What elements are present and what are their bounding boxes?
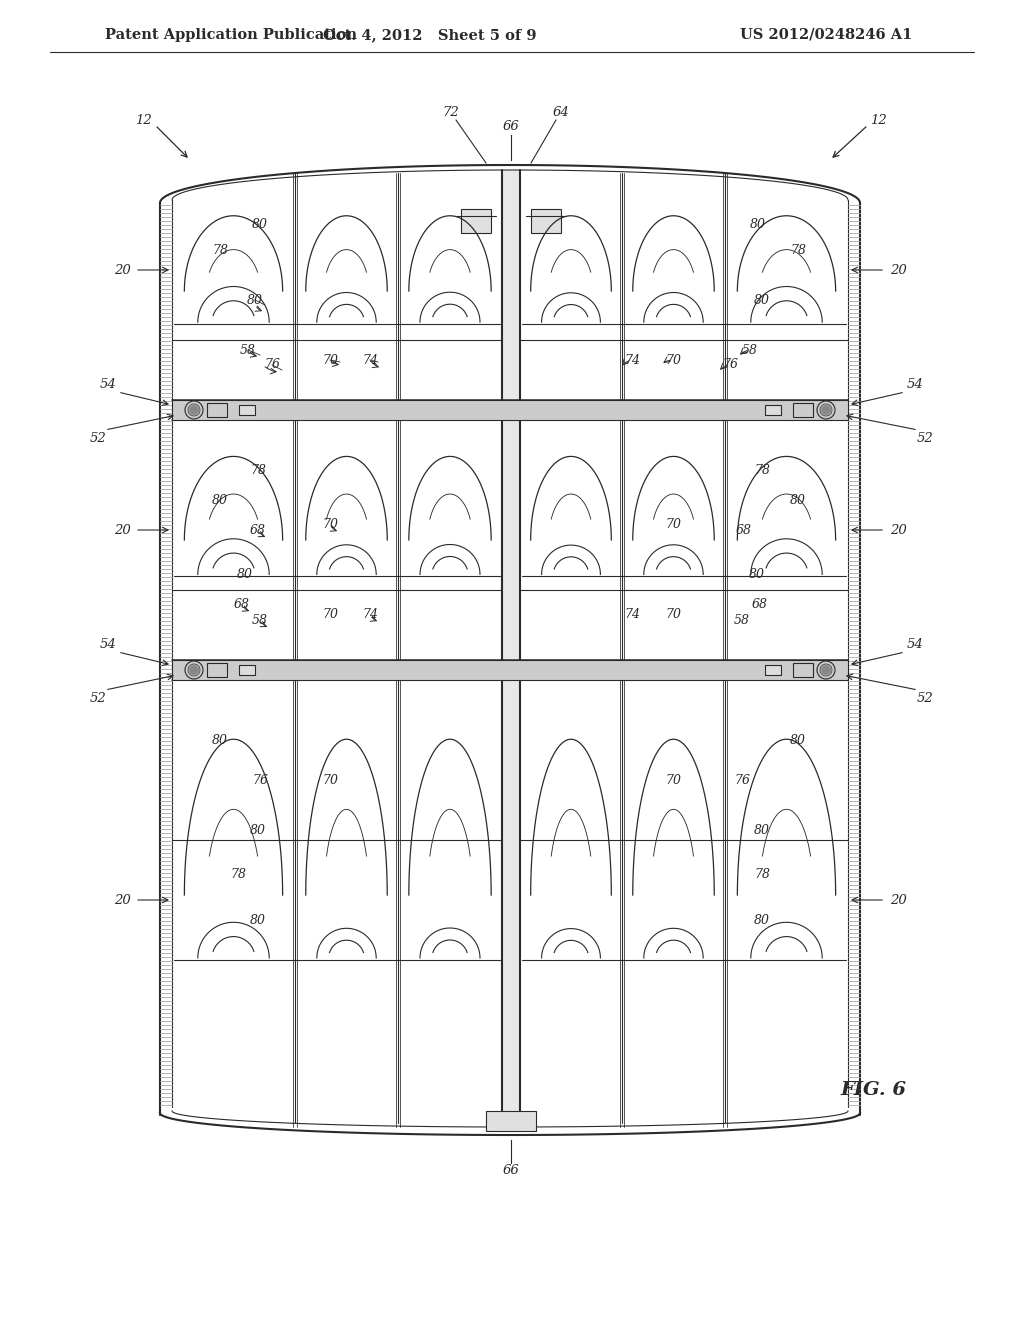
Text: 66: 66	[503, 120, 519, 133]
Bar	[765, 405, 781, 414]
Text: 68: 68	[234, 598, 250, 611]
Text: 20: 20	[114, 264, 130, 276]
Text: 58: 58	[742, 343, 758, 356]
Text: 70: 70	[665, 774, 681, 787]
Text: 70: 70	[322, 519, 338, 532]
Text: 52: 52	[916, 432, 933, 445]
Text: 80: 80	[754, 913, 770, 927]
Text: Patent Application Publication: Patent Application Publication	[105, 28, 357, 42]
Text: 74: 74	[624, 609, 640, 622]
Text: 68: 68	[250, 524, 266, 536]
Text: 76: 76	[722, 359, 738, 371]
Text: 76: 76	[264, 359, 280, 371]
Text: 70: 70	[322, 774, 338, 787]
Text: 20: 20	[890, 894, 906, 907]
Text: 80: 80	[250, 824, 266, 837]
Text: 54: 54	[99, 379, 117, 392]
Bar	[461, 209, 490, 234]
Text: US 2012/0248246 A1: US 2012/0248246 A1	[740, 28, 912, 42]
Text: 52: 52	[916, 692, 933, 705]
Text: 78: 78	[212, 243, 228, 256]
Bar	[239, 665, 255, 675]
Text: 74: 74	[362, 609, 378, 622]
Bar	[793, 403, 813, 417]
Text: 76: 76	[734, 774, 750, 787]
Text: 80: 80	[750, 219, 766, 231]
Circle shape	[189, 665, 199, 675]
Text: 64: 64	[553, 107, 569, 120]
Circle shape	[821, 665, 831, 675]
Text: 20: 20	[114, 524, 130, 536]
Text: 70: 70	[665, 519, 681, 532]
Bar	[239, 405, 255, 414]
Text: 66: 66	[503, 1164, 519, 1177]
Text: 76: 76	[252, 774, 268, 787]
Text: 78: 78	[790, 243, 806, 256]
Text: 58: 58	[734, 614, 750, 627]
Text: 58: 58	[252, 614, 268, 627]
Text: Oct. 4, 2012   Sheet 5 of 9: Oct. 4, 2012 Sheet 5 of 9	[324, 28, 537, 42]
Text: 80: 80	[749, 569, 765, 582]
Bar	[765, 665, 781, 675]
Text: 70: 70	[665, 354, 681, 367]
Text: 70: 70	[322, 609, 338, 622]
Text: 80: 80	[212, 494, 228, 507]
Text: 70: 70	[665, 609, 681, 622]
Text: 52: 52	[90, 692, 106, 705]
Text: 78: 78	[230, 869, 246, 882]
Text: 20: 20	[890, 524, 906, 536]
Text: 68: 68	[752, 598, 768, 611]
Text: 80: 80	[252, 219, 268, 231]
Circle shape	[189, 405, 199, 414]
Text: 80: 80	[250, 913, 266, 927]
Bar	[207, 663, 227, 677]
Text: 54: 54	[906, 639, 924, 652]
Bar	[486, 1111, 536, 1131]
Text: 54: 54	[99, 639, 117, 652]
Bar	[502, 170, 520, 1127]
Text: 74: 74	[362, 354, 378, 367]
Text: 80: 80	[237, 569, 253, 582]
Bar	[793, 663, 813, 677]
Text: 80: 80	[754, 293, 770, 306]
Text: 80: 80	[754, 824, 770, 837]
Text: 58: 58	[240, 343, 256, 356]
Text: 68: 68	[736, 524, 752, 536]
Bar	[531, 209, 561, 234]
Bar	[172, 660, 848, 680]
Text: 78: 78	[250, 463, 266, 477]
Text: 70: 70	[322, 354, 338, 367]
Text: 78: 78	[754, 463, 770, 477]
Text: 72: 72	[442, 107, 460, 120]
Text: 80: 80	[790, 734, 806, 747]
Text: 80: 80	[790, 494, 806, 507]
Circle shape	[821, 405, 831, 414]
Bar	[172, 400, 848, 420]
Text: 20: 20	[114, 894, 130, 907]
Text: 12: 12	[134, 114, 152, 127]
Text: 52: 52	[90, 432, 106, 445]
Text: 80: 80	[247, 293, 263, 306]
Text: 80: 80	[212, 734, 228, 747]
Text: 78: 78	[754, 869, 770, 882]
Text: 54: 54	[906, 379, 924, 392]
Text: FIG. 6: FIG. 6	[840, 1081, 906, 1100]
Text: 74: 74	[624, 354, 640, 367]
Text: 12: 12	[869, 114, 887, 127]
Bar	[207, 403, 227, 417]
Text: 20: 20	[890, 264, 906, 276]
